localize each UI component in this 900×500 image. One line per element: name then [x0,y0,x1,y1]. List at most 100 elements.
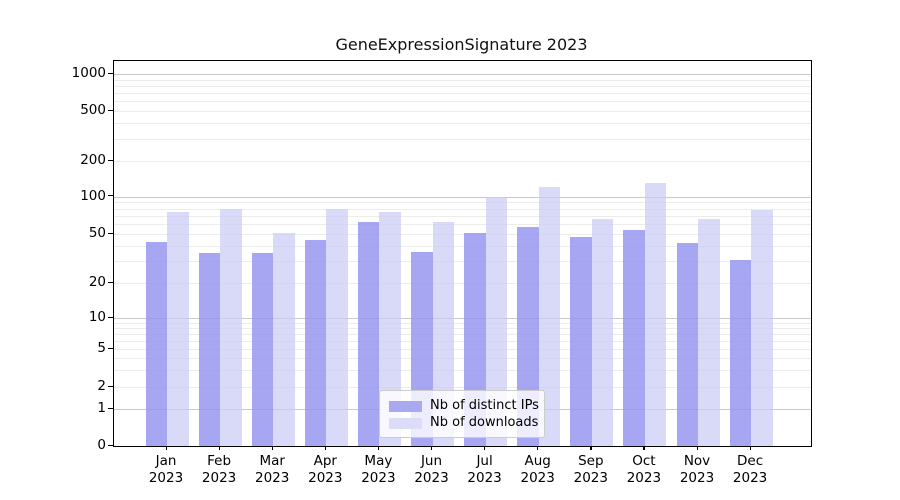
gridline-y-300 [114,138,811,140]
x-tick-mark-jul [484,446,486,450]
y-tick-label-5: 5 [97,340,106,356]
gridline-y-10 [114,318,811,319]
y-tick-mark-500 [108,109,113,111]
x-tick-mark-jun [431,446,433,450]
gridline-y-100 [114,196,811,198]
gridline-y-8 [114,328,811,329]
x-tick-label-dec: Dec 2023 [732,453,768,486]
gridline-y-60 [114,224,811,226]
y-tick-label-1000: 1000 [71,65,106,81]
gridline-y-9 [114,322,811,324]
bar-oct-distinct-ips [623,229,645,446]
x-tick-label-nov: Nov 2023 [679,453,715,486]
bar-jul-downloads [485,196,508,446]
y-tick-mark-200 [108,159,113,161]
x-tick-label-feb: Feb 2023 [201,453,237,486]
gridline-y-4 [114,358,811,360]
gridline-y-30 [114,261,811,263]
bar-aug-downloads [538,187,561,446]
legend-item-downloads: Nb of downloads [389,415,539,431]
bar-feb-distinct-ips [198,253,221,446]
y-tick-label-10: 10 [88,309,106,325]
x-tick-mark-jan [165,446,167,450]
gridline-y-7 [114,334,811,335]
bar-may-downloads [379,212,401,446]
x-tick-label-jan: Jan 2023 [148,453,184,486]
x-tick-mark-nov [696,446,698,450]
gridline-y-20 [114,283,811,284]
x-tick-mark-sep [590,446,592,450]
bar-may-distinct-ips [357,222,380,446]
x-tick-label-jul: Jul 2023 [467,453,502,486]
bar-mar-distinct-ips [251,253,274,446]
y-tick-label-100: 100 [80,187,106,204]
x-tick-label-apr: Apr 2023 [308,453,343,486]
x-tick-mark-aug [537,446,539,450]
bar-oct-downloads [644,183,667,446]
y-tick-mark-20 [108,281,113,283]
bar-feb-downloads [220,208,242,446]
y-tick-mark-100 [108,195,113,197]
gridline-y-800 [114,85,811,87]
bar-apr-distinct-ips [304,239,327,446]
x-tick-label-jun: Jun 2023 [414,453,449,486]
y-tick-mark-1000 [108,72,113,74]
bar-jan-distinct-ips [145,242,167,446]
bar-nov-downloads [698,219,720,446]
y-tick-label-2: 2 [97,378,106,394]
y-tick-label-500: 500 [80,102,106,118]
chart-title: GeneExpressionSignature 2023 [335,35,588,54]
gridline-y-70 [114,215,811,217]
gridline-y-80 [114,208,811,210]
legend-item-distinct-ips: Nb of distinct IPs [389,398,539,414]
gridline-y-200 [114,161,811,162]
bar-sep-distinct-ips [570,237,592,446]
x-tick-mark-apr [324,446,327,450]
y-tick-label-200: 200 [80,152,106,168]
bar-apr-downloads [326,208,348,446]
bar-sep-downloads [591,219,614,446]
bar-mar-downloads [273,232,295,446]
gridline-y-5 [114,349,811,350]
gridline-y-50 [114,234,811,235]
legend-label-downloads: Nb of downloads [430,415,539,430]
bar-dec-distinct-ips [729,259,752,446]
bar-nov-distinct-ips [676,243,698,446]
gridline-y-3 [114,370,811,372]
gridline-y-900 [114,79,811,81]
bar-jan-downloads [167,212,189,446]
legend-swatch-distinct-ips [389,400,422,412]
gridline-y-1000 [114,74,811,75]
x-tick-label-sep: Sep 2023 [573,453,608,486]
x-tick-label-aug: Aug 2023 [520,453,555,486]
x-tick-label-may: May 2023 [361,453,396,486]
plot-area: Nb of distinct IPs Nb of downloads [113,60,812,447]
legend-label-distinct-ips: Nb of distinct IPs [430,398,539,413]
x-tick-mark-may [377,446,380,450]
bar-dec-downloads [751,209,773,446]
x-tick-mark-dec [749,446,751,450]
y-tick-label-0: 0 [97,437,106,453]
gridline-y-400 [114,123,811,125]
y-tick-label-20: 20 [88,274,106,290]
x-tick-mark-oct [643,446,645,450]
y-tick-label-1: 1 [97,400,106,416]
y-tick-label-50: 50 [88,225,106,241]
x-tick-mark-mar [271,446,273,450]
gridline-y-2 [114,387,811,388]
y-tick-mark-5 [108,347,113,349]
gridline-y-600 [114,101,811,103]
y-tick-mark-50 [108,232,113,234]
gridline-y-90 [114,202,811,204]
gridline-y-40 [114,245,811,247]
x-tick-label-oct: Oct 2023 [626,453,662,486]
y-tick-mark-2 [108,385,113,387]
x-tick-mark-feb [218,446,220,450]
legend-swatch-downloads [389,417,422,429]
gridline-y-700 [114,93,811,94]
x-tick-label-mar: Mar 2023 [255,453,290,486]
y-tick-mark-10 [108,316,113,318]
gridline-y-500 [114,111,811,112]
y-tick-mark-0 [108,444,113,446]
